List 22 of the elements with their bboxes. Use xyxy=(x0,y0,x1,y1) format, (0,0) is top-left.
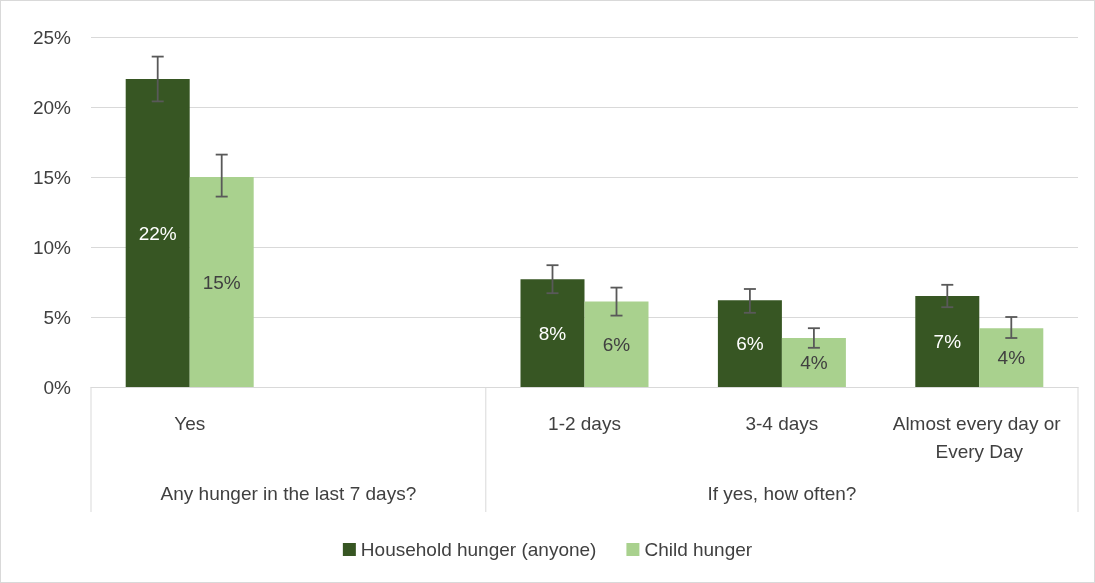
data-label: 15% xyxy=(202,271,241,293)
data-label: 7% xyxy=(933,331,962,352)
y-tick-label: 10% xyxy=(32,236,72,258)
y-tick-label: 25% xyxy=(32,26,72,48)
data-label: 4% xyxy=(800,352,828,373)
data-label: 8% xyxy=(538,322,567,344)
data-label: 22% xyxy=(138,222,177,244)
y-tick-label: 5% xyxy=(43,306,72,328)
y-tick-label: 0% xyxy=(43,376,72,398)
data-label: 6% xyxy=(736,333,764,355)
data-label: 6% xyxy=(602,333,631,355)
x-tick-label: 1-2 days xyxy=(548,412,621,434)
y-tick-label: 20% xyxy=(32,96,72,118)
x-tick-label: Almost every day or Every Day xyxy=(892,412,1066,462)
data-label: 4% xyxy=(997,347,1026,369)
y-tick-label: 15% xyxy=(32,166,72,188)
legend-label: Household hunger (anyone) xyxy=(360,539,597,560)
text: If yes, how often? xyxy=(707,482,857,504)
text: Any hunger in the last 7 days? xyxy=(160,482,417,504)
x-tick-label: 3-4 days xyxy=(745,412,819,434)
x-tick-label: Yes xyxy=(174,412,206,434)
legend-label: Child hunger xyxy=(644,539,753,560)
